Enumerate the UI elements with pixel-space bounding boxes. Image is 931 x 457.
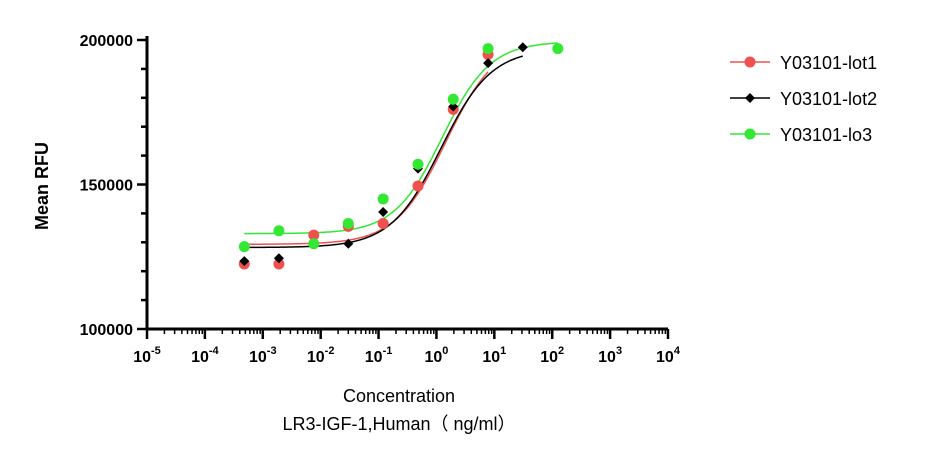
data-point-series-2 [273, 253, 284, 264]
x-axis-subtitle: LR3-IGF-1,Human（ ng/ml） [282, 414, 515, 434]
legend-marker [744, 56, 756, 68]
data-point-series-1 [412, 180, 424, 192]
data-point-series-3 [412, 158, 424, 170]
data-point-series-3 [447, 93, 459, 105]
legend-label: Y03101-lot1 [780, 53, 877, 73]
data-point-series-2 [378, 206, 389, 217]
x-tick-label: 100 [424, 345, 448, 366]
data-point-series-3 [552, 43, 564, 55]
x-tick-label: 10-3 [249, 345, 277, 366]
x-tick-label: 103 [598, 345, 622, 366]
fit-curve-3 [244, 42, 558, 235]
fit-curve-1 [244, 71, 489, 246]
data-point-series-3 [482, 43, 494, 55]
data-point-series-3 [273, 225, 285, 237]
data-point-series-1 [308, 229, 320, 241]
data-point-series-3 [377, 193, 389, 205]
legend-marker [744, 128, 756, 140]
data-point-series-3 [238, 241, 250, 253]
data-point-series-2 [483, 58, 494, 69]
legend-label: Y03101-lot2 [780, 89, 877, 109]
x-tick-label: 10-2 [307, 345, 335, 366]
data-point-series-3 [342, 218, 354, 230]
data-point-series-1 [273, 258, 285, 270]
x-tick-label: 101 [482, 345, 506, 366]
x-tick-label: 102 [540, 345, 564, 366]
data-point-series-2 [239, 256, 250, 267]
y-axis-title: Mean RFU [32, 142, 52, 230]
data-point-series-3 [308, 238, 320, 250]
x-tick-label: 10-4 [191, 345, 219, 366]
y-tick-label: 150000 [80, 178, 133, 195]
axes [137, 36, 670, 339]
y-tick-label: 100000 [80, 322, 133, 339]
data-point-series-1 [377, 218, 389, 230]
tick-labels: 100000 150000 200000 10-5 10-4 10-3 10-2 10-1 10… [80, 33, 681, 366]
x-axis-title: Concentration [343, 386, 455, 406]
fit-curve-2 [244, 55, 523, 249]
x-tick-label: 104 [656, 345, 681, 366]
legend-label: Y03101-lo3 [780, 125, 872, 145]
x-tick-label: 10-1 [365, 345, 393, 366]
plot-area [238, 42, 564, 270]
legend: Y03101-lot1 Y03101-lot2 Y03101-lo3 [730, 53, 877, 145]
data-point-series-2 [343, 238, 354, 249]
legend-marker [745, 93, 755, 103]
data-point-series-2 [517, 42, 528, 53]
x-tick-label: 10-5 [133, 345, 161, 366]
y-tick-label: 200000 [80, 33, 133, 50]
